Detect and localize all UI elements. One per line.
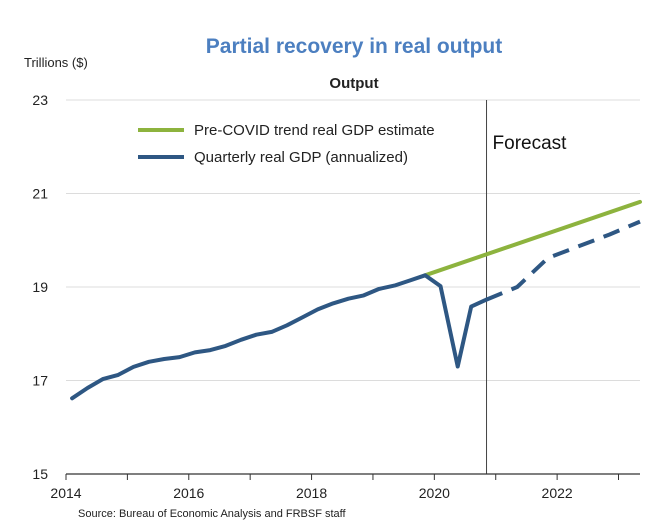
legend-label: Quarterly real GDP (annualized) — [194, 149, 408, 166]
x-tick-label: 2020 — [419, 485, 450, 501]
y-tick-label: 15 — [32, 466, 48, 482]
y-tick-label: 23 — [32, 92, 48, 108]
chart-subtitle: Output — [329, 75, 378, 92]
gridlines — [66, 99, 640, 381]
series-line-forecast — [485, 219, 641, 302]
legend-label: Pre-COVID trend real GDP estimate — [194, 122, 435, 139]
x-tick-label: 2016 — [173, 485, 204, 501]
x-tick-label: 2014 — [50, 485, 81, 501]
annotations: Forecast — [486, 100, 568, 474]
y-tick-label: 17 — [32, 373, 48, 389]
forecast-label: Forecast — [493, 133, 568, 154]
y-tick-label: 21 — [32, 186, 48, 202]
series-line — [70, 273, 489, 401]
y-tick-label: 19 — [32, 279, 48, 295]
chart-title: Partial recovery in real output — [206, 35, 502, 58]
y-axis-unit-label: Trillions ($) — [24, 55, 88, 70]
series-lines — [70, 199, 642, 401]
x-tick-label: 2022 — [542, 485, 573, 501]
source-note: Source: Bureau of Economic Analysis and … — [78, 508, 347, 520]
axes: 15 17 19 21 23 2014 2016 2018 2020 2022 — [32, 92, 640, 501]
legend: Pre-COVID trend real GDP estimate Quarter… — [138, 122, 435, 166]
series-line — [423, 199, 642, 278]
x-tick-label: 2018 — [296, 485, 327, 501]
